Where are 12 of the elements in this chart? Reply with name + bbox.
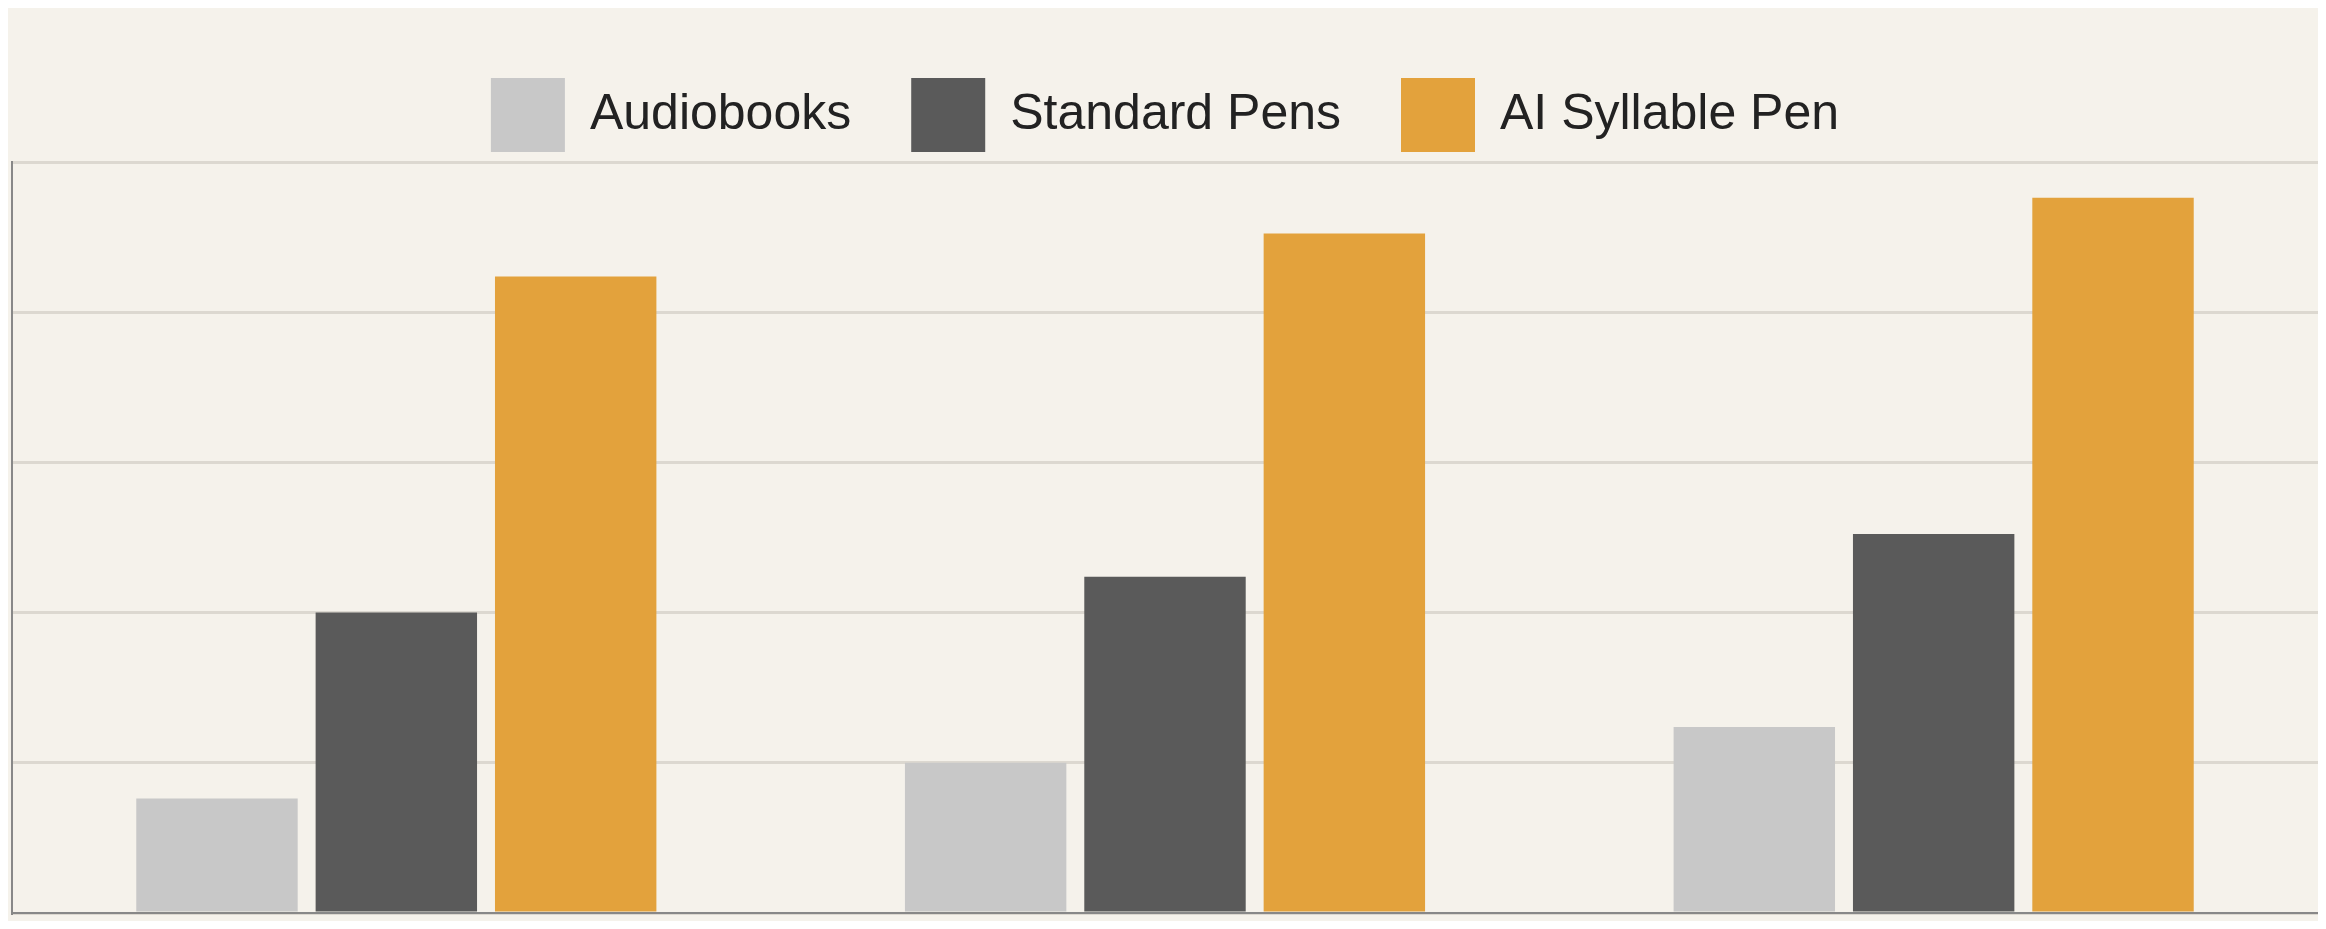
legend-label: AI Syllable Pen xyxy=(1500,83,1840,140)
bar xyxy=(1263,233,1426,912)
bar xyxy=(494,276,657,912)
bar xyxy=(315,612,478,912)
bar xyxy=(136,798,298,912)
bar xyxy=(1852,533,2015,912)
bar xyxy=(1673,727,1836,912)
legend-label: Standard Pens xyxy=(1010,83,1342,140)
bar xyxy=(904,762,1067,912)
bar xyxy=(1084,576,1246,912)
legend-label: Audiobooks xyxy=(589,83,852,140)
bar xyxy=(2032,197,2194,912)
